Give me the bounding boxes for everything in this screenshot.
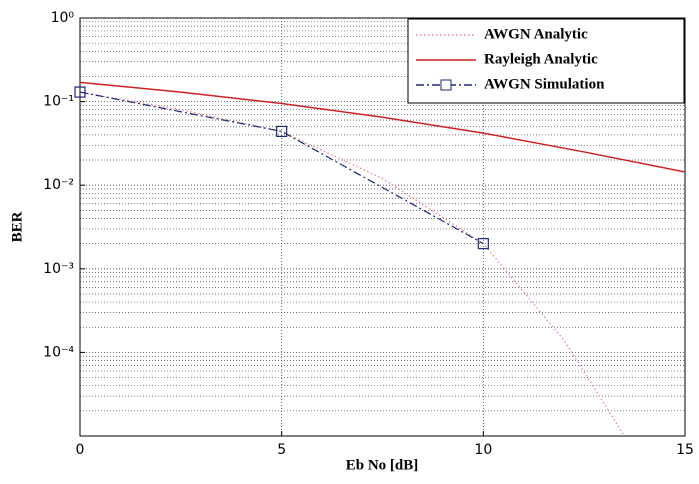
legend-label: Rayleigh Analytic: [484, 51, 598, 67]
y-axis-label: BER: [9, 211, 25, 242]
legend-marker: [440, 79, 452, 91]
series-line: [79, 81, 686, 173]
plot-frame: [79, 17, 686, 437]
legend-box: [407, 18, 685, 104]
legend-label: AWGN Analytic: [484, 26, 588, 42]
marker: [276, 125, 288, 138]
marker: [74, 86, 86, 98]
series-line: [79, 91, 484, 245]
y-tick-label: 10⁰: [51, 10, 75, 26]
legend-label: AWGN Simulation: [484, 76, 605, 92]
y-tick-label: 10⁻¹: [43, 94, 74, 110]
series-line: [79, 91, 626, 437]
x-axis-label: Eb No [dB]: [346, 457, 419, 473]
y-tick-label: 10⁻⁴: [43, 344, 74, 360]
x-tick-label: 0: [76, 442, 85, 458]
x-tick-label: 15: [676, 442, 694, 458]
marker: [477, 238, 489, 250]
x-tick-label: 5: [277, 442, 286, 458]
y-tick-label: 10⁻²: [43, 177, 74, 193]
x-tick-label: 10: [474, 442, 492, 458]
y-tick-label: 10⁻³: [43, 261, 74, 277]
